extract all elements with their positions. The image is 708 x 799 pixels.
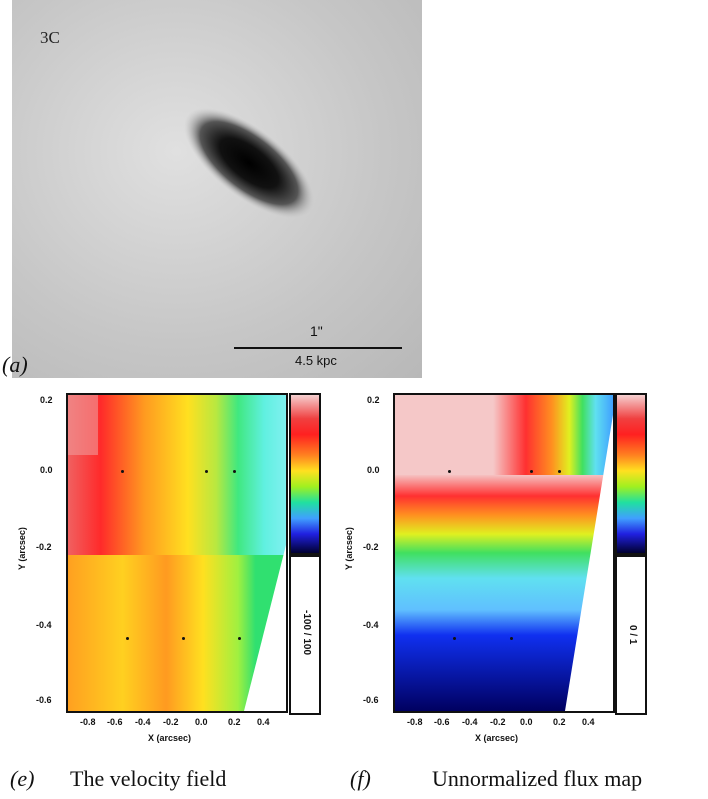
y-tick: 0.0 (40, 465, 53, 475)
x-tick: -0.2 (490, 717, 506, 727)
panel-f-caption: Unnormalized flux map (432, 766, 643, 791)
y-axis-title: Y (arcsec) (344, 527, 354, 570)
data-point (530, 470, 533, 473)
x-tick: -0.6 (107, 717, 123, 727)
x-tick: 0.2 (228, 717, 241, 727)
data-point (121, 470, 124, 473)
x-tick: 0.0 (195, 717, 208, 727)
data-point (510, 637, 513, 640)
y-tick: -0.4 (363, 620, 379, 630)
panel-a-letter: (a) (2, 352, 28, 377)
panel-e-caption: The velocity field (70, 766, 227, 791)
x-tick: 0.2 (553, 717, 566, 727)
velocity-colorbar (289, 393, 321, 555)
panel-f-caption-letter: (f) (350, 766, 371, 792)
velocity-colorbar-label-box (289, 555, 321, 715)
data-point (238, 637, 241, 640)
data-point (205, 470, 208, 473)
x-tick: 0.4 (582, 717, 595, 727)
data-point (558, 470, 561, 473)
flux-map (393, 393, 615, 713)
data-point (453, 637, 456, 640)
galaxy-image-panel: 3C 1" 4.5 kpc (12, 0, 422, 378)
velocity-colorbar-label: -100 / 100 (301, 610, 312, 656)
y-tick: 0.2 (367, 395, 380, 405)
velocity-field-image (68, 395, 286, 711)
y-tick: 0.2 (40, 395, 53, 405)
y-axis-title: Y (arcsec) (17, 527, 27, 570)
x-tick: -0.8 (80, 717, 96, 727)
flux-colorbar (615, 393, 647, 555)
y-tick: -0.6 (363, 695, 379, 705)
panel-e-letter: (e) (10, 766, 35, 791)
data-point (182, 637, 185, 640)
y-tick: -0.2 (36, 542, 52, 552)
x-tick: -0.6 (434, 717, 450, 727)
x-tick: -0.2 (163, 717, 179, 727)
y-tick: 0.0 (367, 465, 380, 475)
x-axis-title: X (arcsec) (475, 733, 519, 743)
flux-map-image (395, 395, 613, 711)
panel-f-letter: (f) (350, 766, 371, 791)
data-point (126, 637, 129, 640)
y-tick: -0.4 (36, 620, 52, 630)
y-tick: -0.2 (363, 542, 379, 552)
x-tick: -0.4 (462, 717, 478, 727)
object-id-label: 3C (40, 28, 60, 47)
x-tick: 0.0 (520, 717, 533, 727)
data-point (448, 470, 451, 473)
x-tick: 0.4 (257, 717, 270, 727)
x-tick: -0.4 (135, 717, 151, 727)
scalebar-kpc-label: 4.5 kpc (295, 353, 337, 368)
x-axis-title: X (arcsec) (148, 733, 192, 743)
flux-colorbar-label: 0 / 1 (627, 625, 638, 645)
data-point (233, 470, 236, 473)
galaxy-image (184, 108, 314, 218)
panel-e-caption-letter: (e) (10, 766, 34, 792)
flux-colorbar-label-box (615, 555, 647, 715)
scalebar-arcsec-label: 1" (310, 323, 323, 339)
velocity-field-map (66, 393, 288, 713)
x-tick: -0.8 (407, 717, 423, 727)
scalebar (234, 347, 402, 349)
y-tick: -0.6 (36, 695, 52, 705)
